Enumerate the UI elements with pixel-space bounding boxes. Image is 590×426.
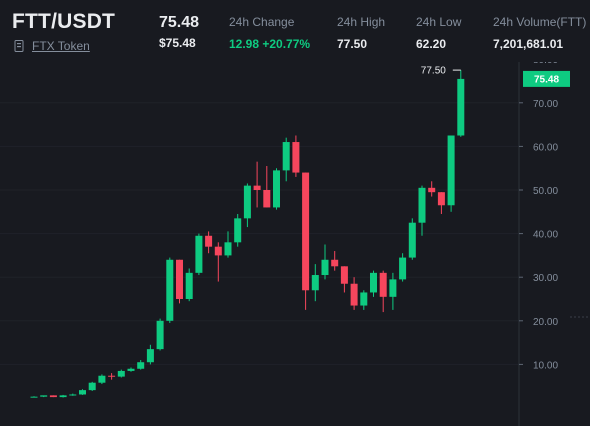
candle-body (311, 275, 319, 291)
token-info: FTX Token (14, 39, 90, 53)
candle-body (156, 320, 164, 350)
candle-body (360, 292, 368, 306)
y-tick-label: 80.00 (533, 62, 558, 66)
candle-body (40, 395, 48, 397)
candle-body (321, 259, 329, 276)
price-markers: 77.50 75.48 (421, 66, 590, 318)
stat-value: 12.98 +20.77% (229, 37, 311, 51)
candle-body (399, 257, 407, 280)
document-icon (14, 40, 24, 52)
candle-body (340, 266, 348, 284)
candle-body (273, 170, 280, 208)
candle-body (176, 259, 183, 299)
candle-body (418, 187, 426, 223)
candle-body (127, 368, 135, 371)
stat-value: 7,201,681.01 (493, 37, 564, 51)
stat-label: 24h Low (416, 15, 462, 29)
y-tick-label: 40.00 (533, 230, 558, 241)
candle-body (457, 78, 465, 136)
candle-body (379, 272, 387, 297)
last-price-badge-label: 75.48 (534, 74, 559, 85)
candle-body (263, 190, 271, 208)
candle-body (389, 279, 397, 297)
pair-symbol: FTT/USDT (12, 10, 116, 33)
candle-body (30, 396, 38, 398)
price-axis: 10.00 20.00 30.00 40.00 50.00 60.00 70.00 80.00 (519, 62, 558, 371)
candle-body (331, 259, 339, 267)
candle-body (214, 246, 222, 256)
y-tick-label: 20.00 (533, 317, 558, 328)
candle-body (408, 222, 416, 258)
stat-label: 24h Volume(FTT) (493, 15, 587, 29)
candle-body (49, 395, 57, 398)
candle-body (146, 349, 154, 363)
candle-body (282, 142, 290, 171)
stat-label: 24h Change (229, 15, 295, 29)
stat-24h-volume: 24h Volume(FTT) 7,201,681.01 (493, 15, 586, 51)
candle-body (350, 283, 358, 306)
y-tick-label: 60.00 (533, 142, 558, 153)
candle-body (69, 394, 77, 396)
y-tick-label: 50.00 (533, 186, 558, 197)
high-marker-label: 77.50 (421, 66, 446, 77)
candle-body (59, 395, 67, 398)
candlestick-chart[interactable]: 10.00 20.00 30.00 40.00 50.00 60.00 70.00 80.00… (0, 62, 590, 426)
last-price-badge (523, 70, 570, 87)
candle-body (185, 272, 193, 299)
candle-body (117, 370, 125, 377)
y-tick-label: 10.00 (533, 360, 558, 371)
stat-24h-change: 24h Change 12.98 +20.77% (229, 15, 310, 51)
stat-24h-low: 24h Low 62.20 (416, 15, 461, 51)
candle-body (447, 135, 455, 206)
candles (30, 70, 465, 398)
last-price: 75.48 (159, 14, 200, 31)
candle-body (108, 375, 116, 377)
candle-body (428, 187, 436, 193)
stat-value: 62.20 (416, 37, 447, 51)
candle-body (292, 142, 300, 173)
candle-body (137, 362, 145, 369)
y-tick-label: 70.00 (533, 99, 558, 110)
candle-body (253, 185, 261, 190)
ticker-header: FTT/USDT FTX Token 75.48 $75.48 24h Chan… (0, 0, 590, 62)
stat-value: 77.50 (337, 37, 368, 51)
candle-body (79, 390, 86, 395)
candle-body (224, 242, 232, 256)
candle-body (166, 259, 174, 321)
candle-body (437, 192, 445, 206)
last-price-usd: $75.48 (159, 36, 196, 50)
candle-body (302, 172, 310, 291)
candle-body (205, 235, 213, 247)
candle-body (195, 235, 203, 273)
stat-24h-high: 24h High 77.50 (337, 15, 385, 51)
candle-body (243, 185, 251, 219)
token-name-link[interactable]: FTX Token (32, 39, 90, 53)
stat-label: 24h High (337, 15, 386, 29)
candle-body (98, 375, 106, 383)
candle-body (370, 272, 377, 293)
candle-body (234, 218, 242, 243)
y-tick-label: 30.00 (533, 273, 558, 284)
candle-body (88, 382, 96, 391)
